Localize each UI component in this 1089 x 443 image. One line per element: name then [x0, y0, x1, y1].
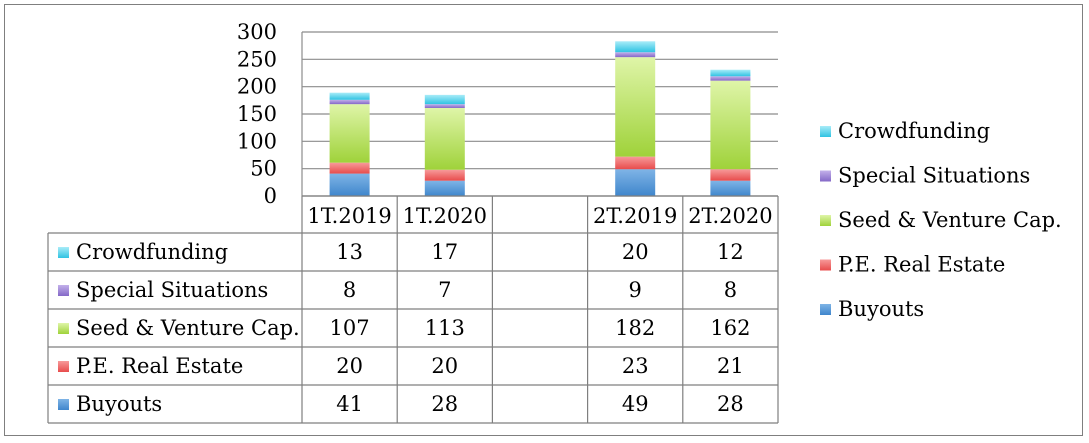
table-legend-key-crowdfunding	[58, 247, 69, 258]
bar-segment-crowdfunding	[615, 41, 656, 53]
y-tick-label: 300	[237, 20, 277, 44]
table-row-label: Buyouts	[76, 392, 162, 416]
table-cell-value: 23	[622, 354, 649, 378]
bar-segment-p-e-real-estate	[710, 169, 751, 181]
bar-segment-buyouts	[424, 180, 465, 196]
bar-segment-crowdfunding	[424, 94, 465, 105]
bar-segment-seed-and-venture-cap	[710, 80, 751, 170]
category-label: 2T.2019	[593, 204, 677, 228]
category-label: 1T.2019	[307, 204, 391, 228]
bar-segment-special-situations	[710, 76, 751, 81]
table-cell-value: 28	[717, 392, 744, 416]
bar-segment-p-e-real-estate	[424, 169, 465, 181]
bar-segment-crowdfunding	[329, 92, 370, 100]
table-cell-value: 8	[724, 278, 737, 302]
legend-label: Buyouts	[838, 297, 924, 321]
legend-label: Seed & Venture Cap.	[838, 208, 1062, 232]
y-tick-label: 50	[250, 157, 277, 181]
table-cell-value: 8	[343, 278, 356, 302]
y-tick-label: 200	[237, 75, 277, 99]
table-cell-value: 20	[431, 354, 458, 378]
table-legend-key-p-e-real-estate	[58, 361, 69, 372]
bar-segment-buyouts	[329, 173, 370, 196]
legend-label: Crowdfunding	[838, 119, 990, 143]
legend-key-seed-and-venture-cap	[820, 215, 831, 226]
table-row-label: Special Situations	[76, 278, 268, 302]
table-cell-value: 13	[336, 240, 363, 264]
table-cell-value: 21	[717, 354, 744, 378]
chart-frame	[4, 4, 1083, 436]
bar-segment-special-situations	[424, 104, 465, 108]
table-legend-key-seed-and-venture-cap	[58, 323, 69, 334]
legend-key-buyouts	[820, 304, 831, 315]
bar-segment-seed-and-venture-cap	[329, 104, 370, 163]
table-cell-value: 9	[629, 278, 642, 302]
y-tick-label: 0	[264, 184, 277, 208]
table-cell-value: 28	[431, 392, 458, 416]
bar-segment-seed-and-venture-cap	[424, 107, 465, 170]
bar-segment-buyouts	[615, 169, 656, 196]
legend: Crowdfunding Special Situations Seed & Ven…	[820, 119, 1062, 321]
table-row-label: Seed & Venture Cap.	[76, 316, 300, 340]
table-cell-value: 182	[615, 316, 655, 340]
table-cell-value: 41	[336, 392, 363, 416]
table-cell-value: 17	[431, 240, 458, 264]
legend-key-p-e-real-estate	[820, 259, 831, 271]
data-table: 1T.2019 1T.2020 2T.2019 2T.2020 Crowdfunding…	[47, 195, 779, 424]
table-cell-value: 107	[330, 316, 370, 340]
table-legend-key-buyouts	[58, 399, 69, 410]
table-cell-value: 20	[622, 240, 649, 264]
table-legend-key-special-situations	[58, 285, 69, 296]
table-cell-value: 113	[425, 316, 465, 340]
table-cell-value: 49	[622, 392, 649, 416]
legend-label: P.E. Real Estate	[838, 253, 1005, 277]
legend-label: Special Situations	[838, 164, 1030, 188]
table-cell-value: 7	[438, 278, 451, 302]
bar-segment-special-situations	[615, 52, 656, 58]
bars	[329, 41, 751, 196]
table-cell-value: 12	[717, 240, 744, 264]
bar-segment-crowdfunding	[710, 69, 751, 77]
table-row-label: P.E. Real Estate	[76, 354, 243, 378]
category-label: 1T.2020	[403, 204, 487, 228]
legend-key-special-situations	[820, 170, 831, 182]
bar-segment-seed-and-venture-cap	[615, 57, 656, 157]
table-cell-value: 162	[710, 316, 750, 340]
y-axis-ticks: 0 50 100 150 200 250 300	[237, 20, 277, 208]
table-row-label: Crowdfunding	[76, 240, 228, 264]
category-label: 2T.2020	[688, 204, 772, 228]
bar-segment-special-situations	[329, 99, 370, 105]
table-cell-value: 20	[336, 354, 363, 378]
y-tick-label: 100	[237, 129, 277, 153]
bar-segment-buyouts	[710, 180, 751, 196]
bar-segment-p-e-real-estate	[615, 156, 656, 170]
y-tick-label: 250	[237, 47, 277, 71]
legend-key-crowdfunding	[820, 126, 831, 137]
y-tick-label: 150	[237, 102, 277, 126]
bar-segment-p-e-real-estate	[329, 162, 370, 174]
gridlines	[301, 31, 778, 197]
